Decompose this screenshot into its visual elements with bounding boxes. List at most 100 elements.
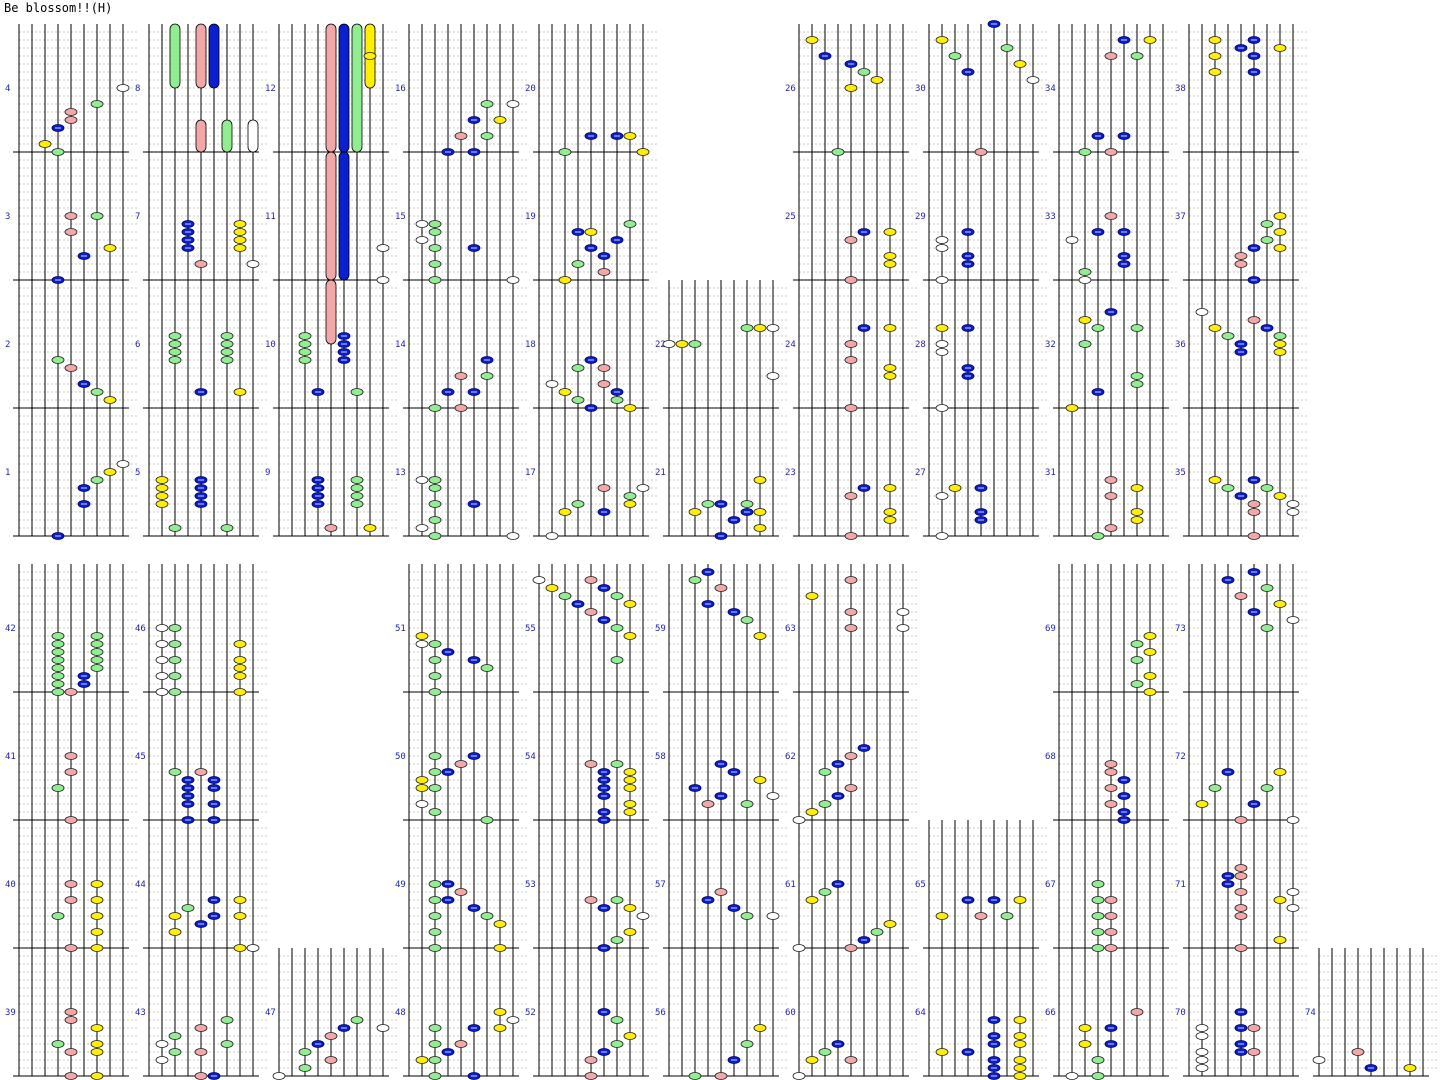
pink-note [844, 944, 858, 952]
white-note [935, 492, 949, 500]
pink-note [64, 1072, 78, 1080]
yellow-note [623, 800, 637, 808]
green-note [181, 904, 195, 912]
pink-note [844, 532, 858, 540]
green-note [220, 340, 234, 348]
yellow-note [1208, 68, 1222, 76]
green-note [1260, 220, 1274, 228]
green-note [298, 1064, 312, 1072]
pink-note [64, 1008, 78, 1016]
green-note [610, 656, 624, 664]
yellow-note [1013, 1040, 1027, 1048]
green-note [90, 664, 104, 672]
green-note [428, 752, 442, 760]
yellow-note [558, 388, 572, 396]
green-note [90, 388, 104, 396]
white-note [1195, 1064, 1209, 1072]
pink-note [844, 576, 858, 584]
white-note [155, 624, 169, 632]
yellow-note [1208, 476, 1222, 484]
yellow-note [415, 632, 429, 640]
pink-note [1234, 872, 1248, 880]
pink-note [714, 888, 728, 896]
yellow-note [233, 656, 247, 664]
green-note [1260, 236, 1274, 244]
yellow-note [1273, 228, 1287, 236]
green-note [168, 656, 182, 664]
pink-note [1104, 800, 1118, 808]
green-note [428, 1040, 442, 1048]
white-note [766, 792, 780, 800]
green-note [1130, 52, 1144, 60]
green-note [610, 624, 624, 632]
green-note [428, 912, 442, 920]
green-note [740, 1040, 754, 1048]
pink-note [64, 228, 78, 236]
yellow-note [103, 396, 117, 404]
measure-number: 60 [785, 1008, 796, 1018]
green-note [168, 624, 182, 632]
pink-note [844, 404, 858, 412]
white-note [935, 348, 949, 356]
yellow-note [1078, 1024, 1092, 1032]
green-note [51, 148, 65, 156]
green-note [1260, 624, 1274, 632]
pink-note [597, 380, 611, 388]
pink-note [324, 1056, 338, 1064]
pink-note [1104, 524, 1118, 532]
green-note [831, 148, 845, 156]
green-note [51, 648, 65, 656]
yellow-note [90, 928, 104, 936]
white-note [116, 460, 130, 468]
yellow-note [168, 928, 182, 936]
yellow-note [1143, 688, 1157, 696]
yellow-note [1143, 672, 1157, 680]
measure-number: 65 [915, 880, 926, 890]
yellow-note [1273, 348, 1287, 356]
yellow-note [623, 776, 637, 784]
chart-title: Be blossom!!(H) [4, 1, 113, 15]
yellow-note [233, 228, 247, 236]
pink-note [64, 816, 78, 824]
pink-note [64, 1016, 78, 1024]
green-note [350, 484, 364, 492]
green-note [1078, 148, 1092, 156]
green-note [818, 768, 832, 776]
yellow-note [1273, 936, 1287, 944]
yellow-note [233, 672, 247, 680]
green-note [428, 1072, 442, 1080]
pink-note [844, 784, 858, 792]
green-note [168, 672, 182, 680]
pink-note [1247, 1048, 1261, 1056]
pink-note [844, 608, 858, 616]
long-note [325, 23, 337, 153]
green-note [1130, 380, 1144, 388]
white-note [636, 912, 650, 920]
green-note [1000, 912, 1014, 920]
measure-number: 40 [5, 880, 16, 890]
yellow-note [233, 388, 247, 396]
yellow-note [155, 500, 169, 508]
white-note [935, 276, 949, 284]
yellow-note [623, 1032, 637, 1040]
white-note [1195, 308, 1209, 316]
pink-note [194, 260, 208, 268]
white-note [766, 372, 780, 380]
green-note [220, 356, 234, 364]
green-note [1130, 680, 1144, 688]
yellow-note [90, 1072, 104, 1080]
measure-number: 7 [135, 212, 140, 222]
measure-number: 23 [785, 468, 796, 478]
green-note [428, 500, 442, 508]
yellow-note [1065, 404, 1079, 412]
white-note [1195, 1056, 1209, 1064]
yellow-note [233, 664, 247, 672]
yellow-note [415, 776, 429, 784]
white-note [792, 816, 806, 824]
measure-number: 51 [395, 624, 406, 634]
pink-note [1247, 1024, 1261, 1032]
pink-note [714, 1072, 728, 1080]
pink-note [584, 760, 598, 768]
measure-number: 39 [5, 1008, 16, 1018]
yellow-note [1273, 600, 1287, 608]
